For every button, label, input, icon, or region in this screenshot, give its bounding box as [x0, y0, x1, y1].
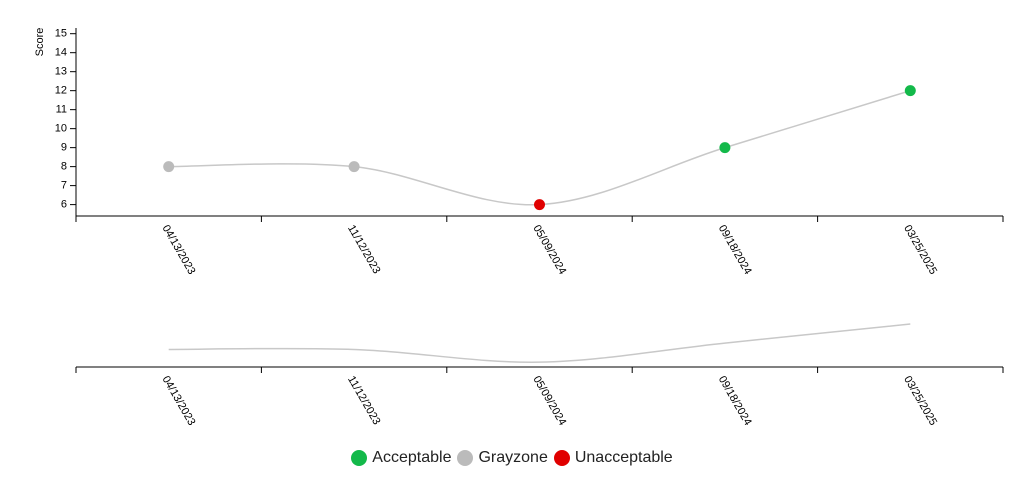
context-line: [168, 323, 911, 363]
x-tick-label: 04/13/2023: [160, 223, 198, 277]
y-axis-label: Score: [34, 28, 46, 57]
legend-label: Acceptable: [372, 449, 452, 466]
x-tick-label: 11/12/2023: [345, 223, 383, 276]
chart: Score 6 7 8 9 10 11 12 13 14 15 04/13/2023 11/12/20…: [34, 28, 1004, 428]
x-tick-label: 05/09/2024: [530, 223, 568, 277]
x-tick-label: 09/18/2024: [716, 223, 754, 277]
legend-item: Unacceptable: [553, 449, 673, 467]
y-tick-label: 14: [55, 47, 67, 59]
y-tick-label: 6: [61, 199, 67, 211]
point: [904, 85, 916, 97]
y-tick-label: 10: [55, 123, 67, 135]
y-tick-label: 12: [55, 85, 67, 97]
context-x-tick-label: 09/18/2024: [716, 374, 754, 428]
line: [168, 89, 911, 206]
y-tick-label: 8: [61, 161, 67, 173]
legend: Acceptable Grayzone Unacceptable: [0, 449, 1024, 467]
y-tick-label: 15: [55, 28, 67, 40]
y-tick-label: 11: [56, 104, 67, 116]
legend-swatch: [351, 450, 368, 466]
point: [534, 199, 545, 211]
legend-swatch: [553, 450, 570, 466]
x-tick-label: 03/25/2025: [901, 223, 939, 277]
legend-swatch: [457, 450, 474, 466]
context-x-tick-label: 05/09/2024: [530, 374, 568, 428]
y-tick-label: 13: [55, 66, 67, 78]
legend-item: Grayzone: [457, 449, 548, 467]
y-tick-label: 9: [61, 142, 67, 154]
legend-item: Acceptable: [351, 449, 451, 467]
point: [348, 161, 360, 173]
y-tick-label: 7: [61, 180, 67, 192]
context-x-tick-label: 11/12/2023: [345, 374, 383, 427]
context-x-tick-label: 04/13/2023: [160, 374, 198, 428]
context-x-tick-label: 03/25/2025: [901, 374, 939, 428]
point: [163, 161, 175, 173]
legend-label: Grayzone: [478, 449, 548, 466]
legend-label: Unacceptable: [574, 449, 673, 466]
point: [719, 142, 731, 154]
